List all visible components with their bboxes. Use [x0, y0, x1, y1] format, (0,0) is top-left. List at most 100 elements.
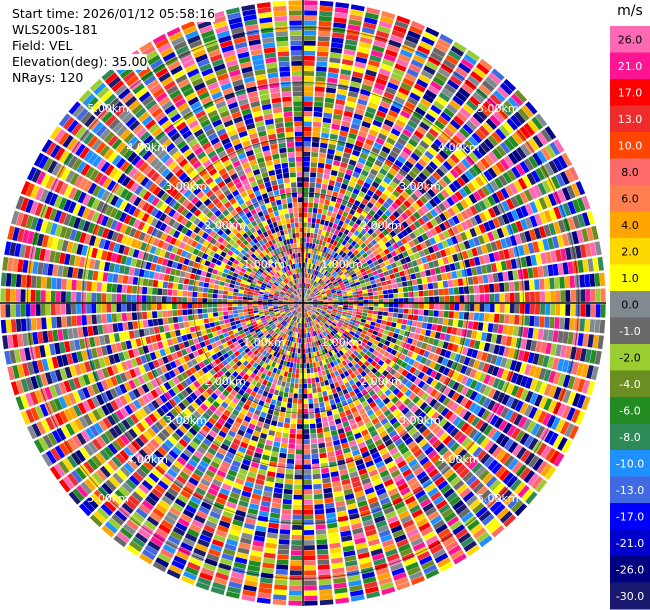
gate-group	[138, 188, 275, 284]
gate-group	[338, 305, 359, 309]
gate-group	[321, 416, 329, 428]
ray-96	[15, 195, 304, 303]
gate-group	[325, 101, 538, 284]
gate-group	[202, 438, 212, 447]
gate-group	[330, 228, 336, 234]
ray-55	[303, 303, 381, 599]
gate-group	[342, 340, 445, 438]
gate-group	[316, 167, 324, 184]
ray-18	[303, 126, 557, 303]
gate-group	[468, 124, 511, 163]
gate-group	[430, 253, 437, 261]
ray-22	[303, 181, 586, 303]
ray-38	[303, 303, 579, 440]
gate-group	[404, 87, 471, 170]
gate-group	[523, 435, 534, 448]
gate-group	[248, 423, 256, 430]
gate-group	[312, 362, 322, 393]
gate-group	[344, 381, 446, 559]
ray-41	[303, 303, 557, 480]
gate-group	[338, 336, 520, 510]
gate-group	[375, 221, 434, 260]
gate-group	[314, 93, 347, 234]
gate-group	[227, 12, 248, 50]
gate-group	[303, 297, 312, 303]
gate-group	[328, 205, 387, 273]
gate-group	[242, 336, 292, 466]
gate-group	[365, 213, 373, 221]
gate-group	[334, 340, 340, 346]
ray-76	[68, 303, 303, 505]
gate-group	[277, 534, 290, 555]
gate-group	[232, 360, 288, 527]
ray-67	[181, 303, 303, 586]
gate-group	[420, 498, 467, 565]
gate-group	[308, 311, 413, 478]
gate-group	[54, 308, 295, 477]
ray-62	[256, 303, 303, 604]
gate-group	[50, 178, 258, 283]
gate-group	[278, 348, 283, 354]
gate-group	[285, 307, 295, 313]
gate-group	[358, 336, 526, 443]
gate-group	[196, 86, 303, 303]
ray-97	[20, 181, 303, 303]
gate-group	[162, 340, 169, 348]
gate-group	[119, 383, 128, 394]
gate-group	[306, 288, 309, 294]
gate-group	[128, 386, 193, 439]
gate-group	[341, 152, 351, 164]
gate-group	[180, 250, 243, 280]
gate-group	[293, 328, 301, 363]
gate-group	[82, 207, 156, 245]
gate-group	[305, 47, 446, 299]
colorbar-segment	[610, 291, 650, 318]
gate-group	[242, 425, 277, 535]
range-ring-labels: 1.00km 1.00km 1.00km 1.00km 2.00km 2.00km 2.00…	[87, 102, 518, 505]
gate-group	[357, 191, 410, 246]
gate-group	[351, 316, 581, 391]
gate-group	[284, 312, 301, 362]
gate-group	[207, 312, 214, 318]
gate-group	[226, 326, 233, 332]
gate-group	[408, 414, 417, 423]
ring-label-sw: 1.00km	[243, 336, 285, 349]
gate-group	[305, 76, 326, 268]
gate-group	[312, 297, 318, 300]
gate-group	[597, 256, 604, 271]
gate-group	[295, 449, 303, 455]
ring-label-ne: 1.00km	[321, 258, 363, 271]
gate-group	[316, 309, 349, 326]
gate-group	[153, 421, 191, 460]
gate-group	[340, 284, 346, 289]
gate-group	[180, 54, 285, 263]
gate-group	[295, 343, 303, 470]
gate-group	[305, 317, 346, 508]
ray-71	[126, 303, 303, 557]
ring-label-sw: 5.00km	[87, 492, 129, 505]
gate-group	[175, 45, 189, 55]
gate-group	[519, 292, 525, 303]
gate-group	[219, 132, 229, 141]
gate-group	[275, 31, 288, 37]
gate-group	[560, 171, 570, 185]
ray-12	[303, 58, 493, 303]
gate-group	[263, 368, 269, 375]
gate-group	[150, 439, 174, 464]
gate-group	[173, 323, 180, 330]
gate-group	[514, 314, 520, 325]
gate-group	[178, 469, 227, 556]
gate-group	[512, 326, 519, 337]
gate-group	[357, 500, 368, 508]
gate-group	[364, 323, 370, 328]
gate-group	[303, 494, 313, 500]
gate-group	[274, 194, 286, 225]
gate-group	[492, 390, 520, 410]
gate-group	[308, 45, 465, 295]
gate-group	[303, 187, 309, 198]
gate-group	[311, 315, 315, 320]
gate-group	[59, 350, 130, 380]
gate-group	[527, 327, 534, 339]
gate-group	[92, 413, 140, 451]
ray-74	[89, 303, 303, 528]
